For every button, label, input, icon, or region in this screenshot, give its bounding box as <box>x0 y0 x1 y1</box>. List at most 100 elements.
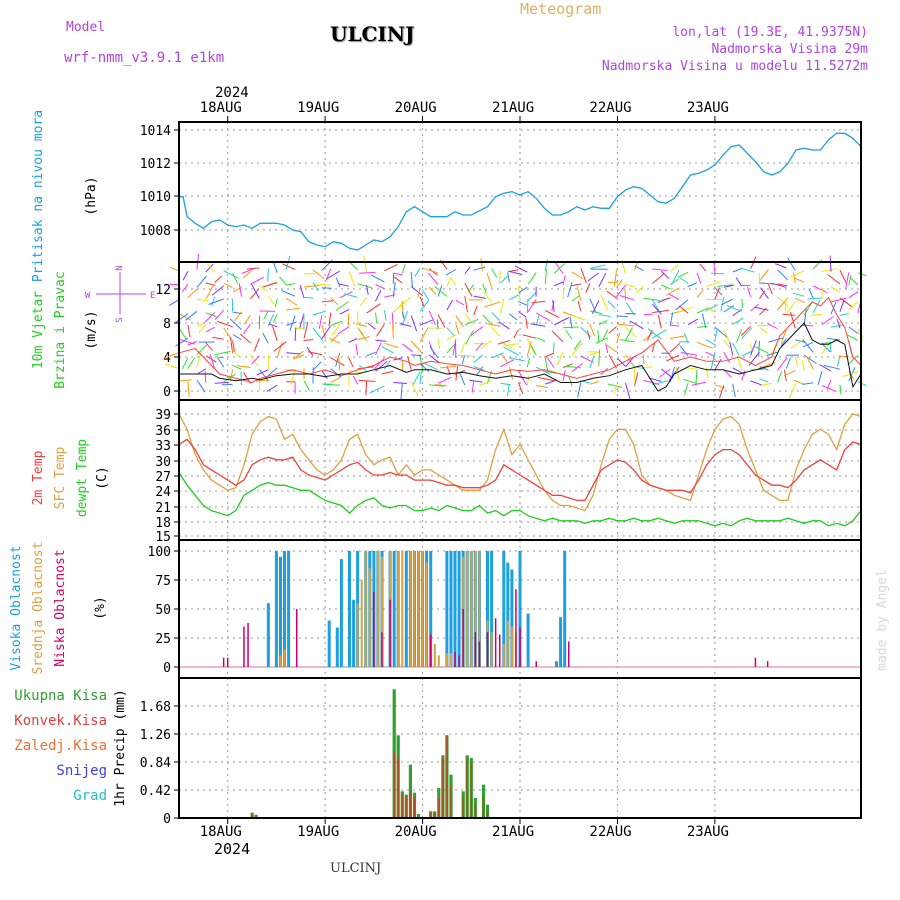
wind-arrow <box>455 324 460 335</box>
wind-arrow <box>392 323 394 339</box>
wind-arrow <box>675 299 689 311</box>
wind-arrow <box>615 284 626 298</box>
wind-arrow <box>381 370 394 375</box>
model-elevation-label: Nadmorska Visina u modelu 11.5272m <box>601 59 868 74</box>
wind-arrow <box>826 337 840 341</box>
wind-arrow <box>726 304 742 312</box>
wind-arrow <box>792 292 805 297</box>
wind-arrow <box>457 354 474 357</box>
wind-arrow <box>665 287 680 296</box>
wind-arrow <box>357 283 373 289</box>
wind-arrow <box>204 312 216 323</box>
wind-arrow <box>585 283 591 293</box>
wind-arrow <box>491 268 498 278</box>
temp-ylabel-1: 2m Temp <box>31 450 46 505</box>
wind-arrow <box>802 339 814 353</box>
wind-arrow <box>580 355 594 364</box>
wind-arrow <box>498 271 501 285</box>
wind-arrow <box>242 324 251 335</box>
temp2m-line <box>178 438 862 502</box>
wind-arrow <box>169 299 180 306</box>
wind-arrow <box>767 284 773 295</box>
wind-arrow <box>635 285 644 294</box>
wind-arrow <box>399 323 412 327</box>
wind-arrow <box>236 365 251 368</box>
temp-unit: (C) <box>95 466 110 489</box>
precip-legend-hail: Grad <box>73 788 107 804</box>
wind-arrow <box>600 294 609 311</box>
wind-arrow <box>696 341 713 349</box>
wind-arrow <box>338 356 341 371</box>
wind-arrow <box>598 319 608 326</box>
wind-arrow <box>705 367 709 379</box>
wind-arrow <box>214 356 224 359</box>
wind-arrow <box>335 277 341 287</box>
wind-arrow <box>509 294 519 301</box>
wind-arrow <box>197 368 207 374</box>
wind-arrow <box>223 270 239 279</box>
wind-arrow <box>473 354 484 363</box>
wind-arrow <box>250 283 260 299</box>
lonlat-label: lon,lat (19.3E, 41.9375N) <box>672 25 868 40</box>
wind-arrow <box>847 354 859 366</box>
credit-label: made by Angel <box>875 569 890 671</box>
mid_cloud-bar <box>470 551 473 667</box>
wind-arrow <box>812 300 821 313</box>
wind-arrow <box>598 314 611 317</box>
wind-arrow <box>608 354 618 369</box>
wind-arrow <box>241 268 254 274</box>
wind-arrow <box>803 309 807 325</box>
wind-arrow <box>757 324 769 327</box>
wind-arrow <box>482 283 487 294</box>
wind-arrow <box>450 277 457 286</box>
wind-arrow <box>267 296 275 305</box>
temp-ylabel-2: SFC Temp <box>53 447 68 510</box>
wind-arrow <box>775 263 787 269</box>
wind-arrow <box>675 365 680 381</box>
wind-arrow <box>669 343 681 353</box>
wind-arrow <box>381 345 394 354</box>
wind-arrow <box>647 328 662 340</box>
conv_precip-bar <box>409 791 412 818</box>
wind-arrow <box>294 350 304 359</box>
mid_cloud-bar <box>445 653 448 667</box>
wind-arrow <box>419 371 422 385</box>
wind-arrow <box>421 289 430 301</box>
wind-arrow <box>732 317 744 326</box>
wind-arrow <box>759 307 767 316</box>
wind-arrow <box>358 379 376 382</box>
wind-arrow <box>329 337 341 344</box>
wind-arrow <box>790 311 796 329</box>
bottom-day-label: 20AUG <box>394 824 437 840</box>
wind-arrow <box>169 266 180 272</box>
wind-arrow <box>526 298 529 314</box>
wind-arrow <box>848 275 852 286</box>
conv_precip-bar <box>433 812 436 818</box>
wind-arrow <box>281 290 296 297</box>
wind-arrow <box>608 326 617 334</box>
wind-arrow <box>445 269 457 276</box>
tick-label: 1014 <box>140 124 171 139</box>
low_cloud-bar <box>515 589 517 667</box>
wind-arrow <box>464 318 479 326</box>
wind-arrow <box>741 298 744 309</box>
wind-arrow <box>401 264 406 274</box>
product-title: Meteogram <box>520 0 602 18</box>
wind-arrow <box>759 378 769 383</box>
wind-arrow <box>500 275 509 284</box>
wind-arrow <box>652 309 669 314</box>
wind-arrow <box>518 311 527 318</box>
wind-arrow <box>526 291 537 302</box>
wind-arrow <box>714 328 718 341</box>
wind-arrow <box>205 285 214 300</box>
wind-arrow <box>777 296 789 308</box>
wind-arrow <box>367 322 376 330</box>
wind-arrow <box>750 340 757 356</box>
wind-arrow <box>240 333 251 344</box>
low_cloud-bar <box>499 634 501 667</box>
wind-arrow <box>435 384 447 387</box>
wind-arrow <box>696 289 704 298</box>
wind-arrow <box>232 272 239 284</box>
wind-arrow <box>589 298 597 314</box>
tick-label: 0.42 <box>140 784 171 799</box>
